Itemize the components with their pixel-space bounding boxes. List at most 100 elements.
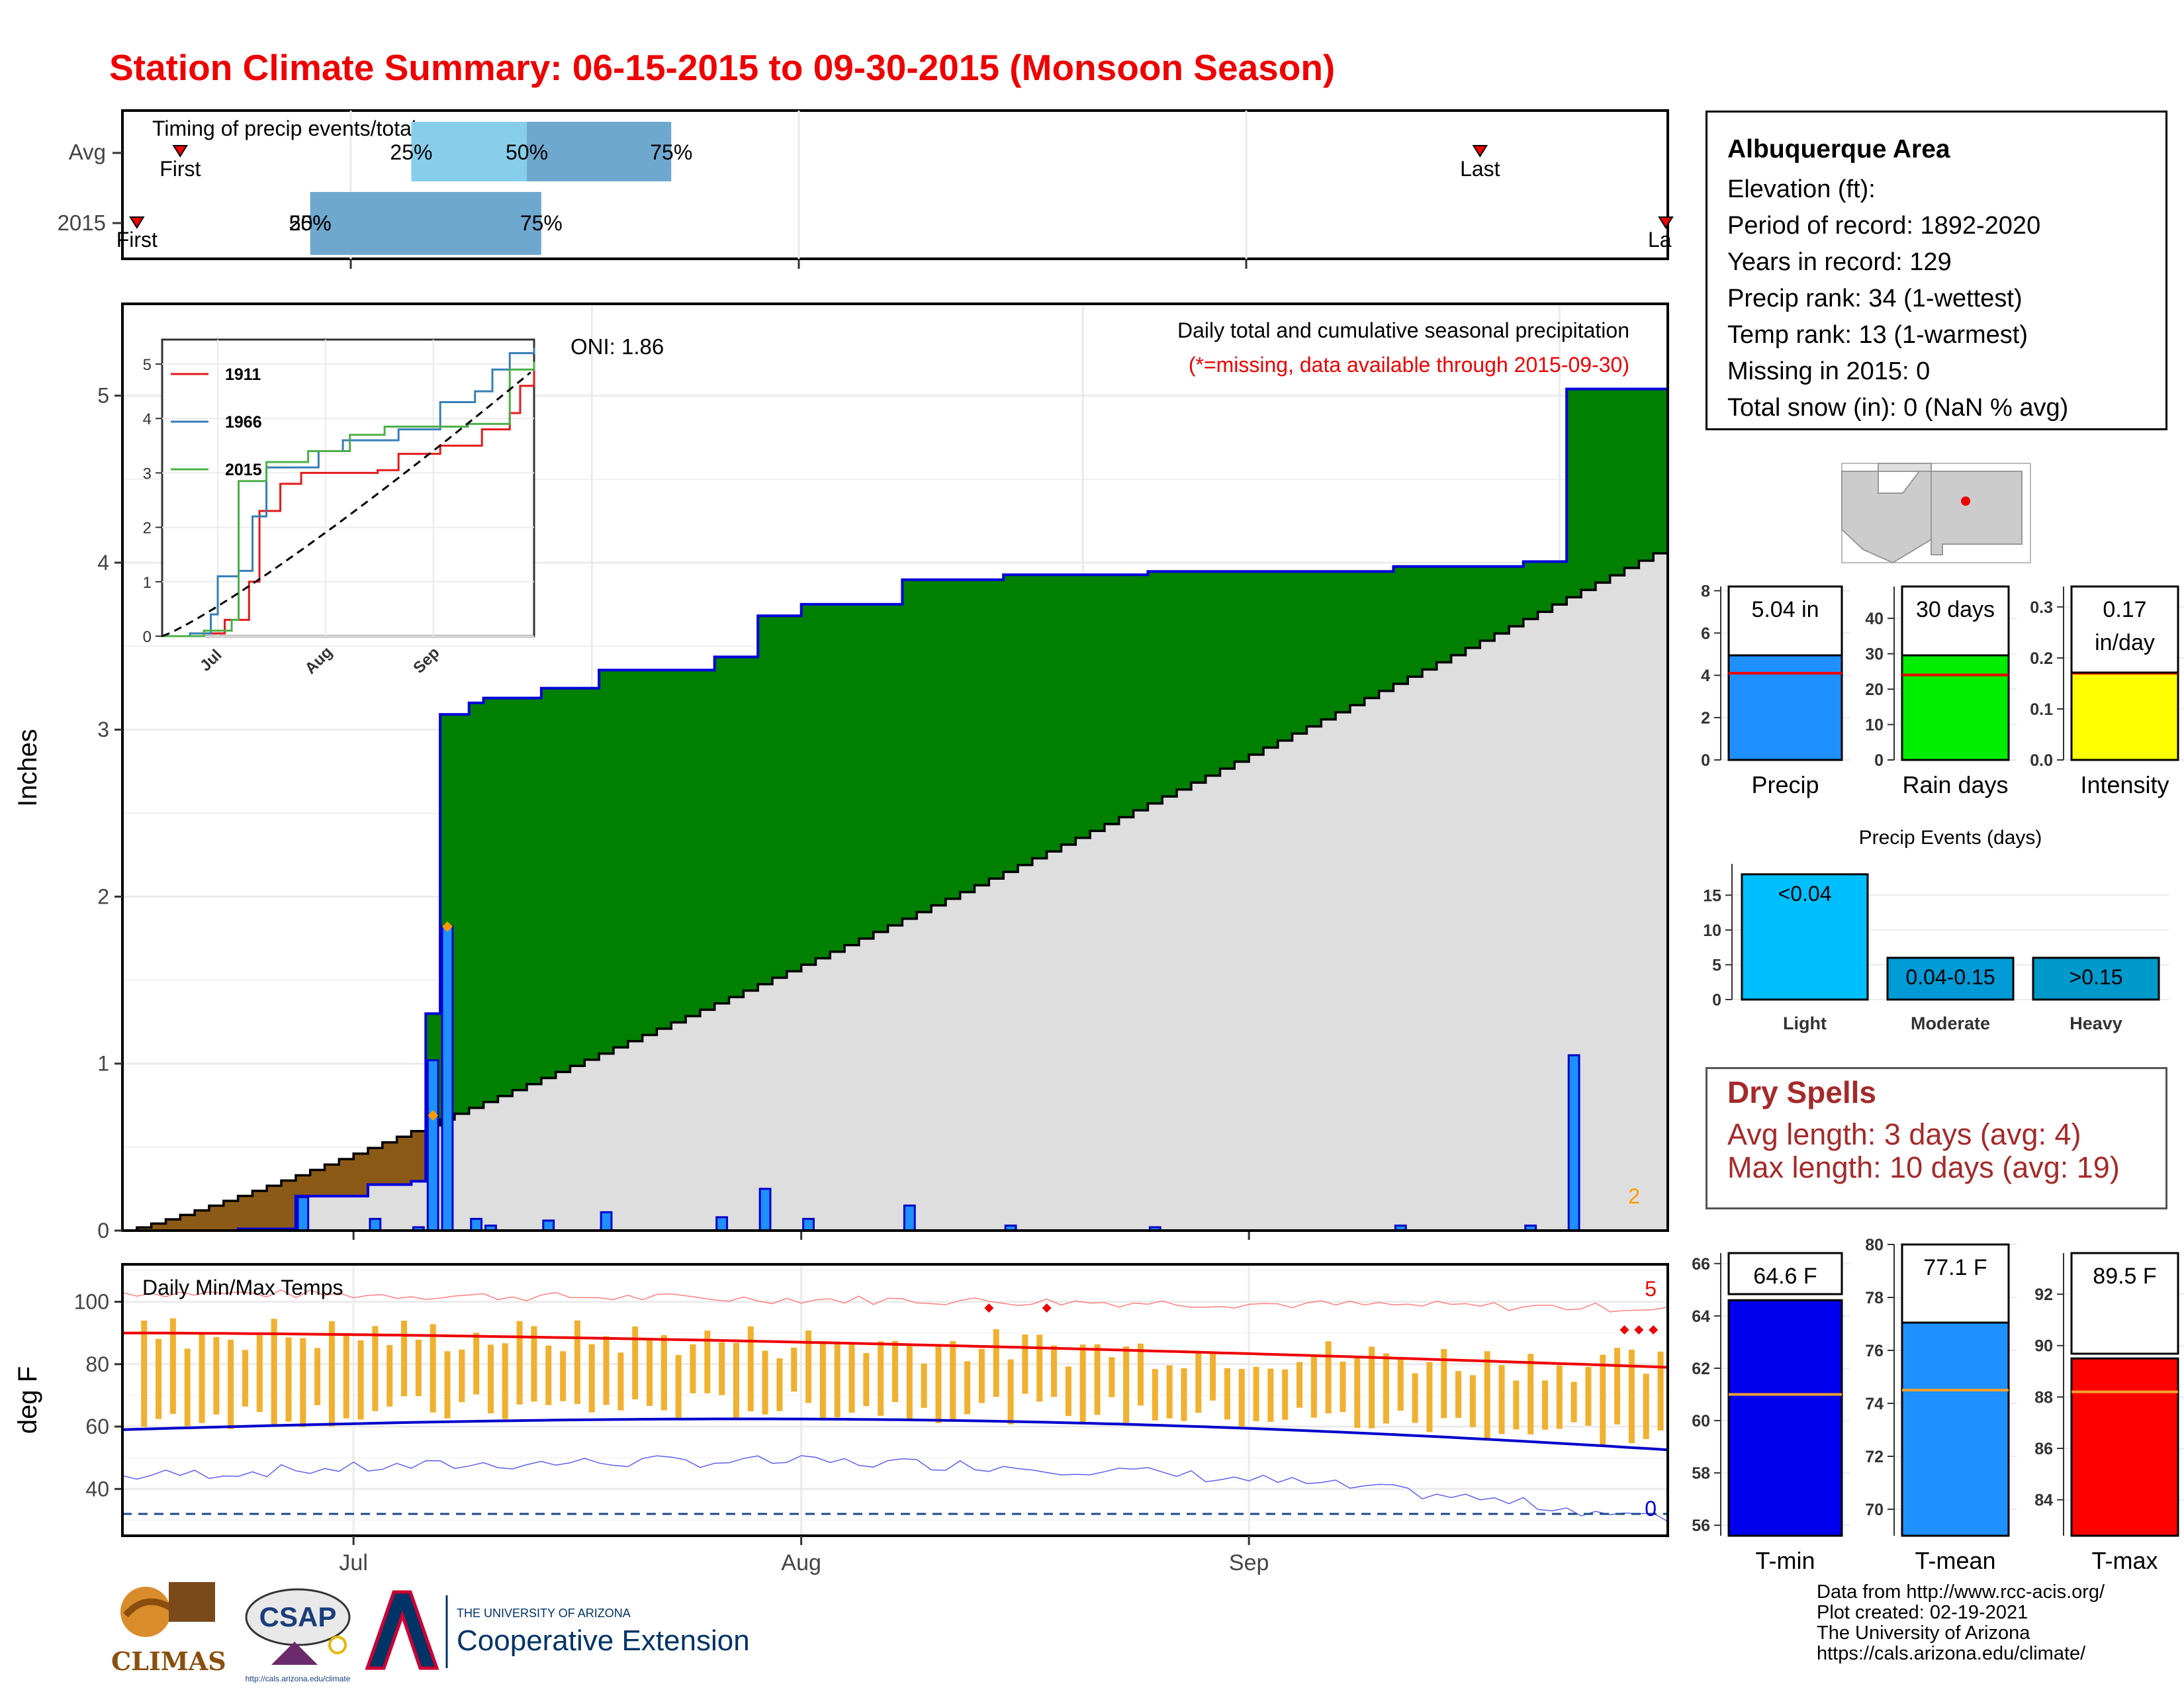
station-elevation: Elevation (ft):	[1727, 175, 1876, 203]
events-ytick-label: 0	[1712, 991, 1721, 1009]
tmax-ytick-label: 88	[2034, 1388, 2053, 1407]
station-info-box: Albuquerque Area Elevation (ft): Period …	[1706, 111, 2167, 430]
precip-total-bar	[1727, 652, 1843, 761]
dry-spells-title: Dry Spells	[1727, 1075, 1876, 1109]
inset-ytick-label: 0	[143, 628, 152, 646]
timing-avg-first-label: First	[159, 157, 201, 181]
ua-small-text: THE UNIVERSITY OF ARIZONA	[457, 1607, 631, 1620]
threshold-marker	[428, 1109, 439, 1121]
tmin-ytick-label: 60	[1692, 1412, 1710, 1430]
record-high-marker	[1649, 1325, 1659, 1335]
tmin-label: T-min	[1756, 1547, 1815, 1574]
rain-days-ytick-label: 30	[1865, 645, 1884, 664]
events-ytick-label: 15	[1703, 886, 1721, 905]
timing-2015-first-marker	[129, 216, 145, 229]
precip-total-ytick-label: 4	[1701, 667, 1710, 685]
timing-avg-p25: 25%	[390, 140, 432, 164]
tmax-ytick-label: 92	[2034, 1286, 2053, 1304]
tmean-bar	[1901, 1320, 2010, 1537]
tmean-value-box	[1901, 1243, 2010, 1324]
tmin-ytick-label: 56	[1692, 1517, 1710, 1535]
inset-legend-label-1911: 1911	[225, 365, 261, 384]
timing-row-avg: Avg	[69, 140, 106, 164]
credit-source: Data from http://www.rcc-acis.org/	[1817, 1581, 2105, 1603]
timing-avg-bar-50-75	[527, 122, 672, 181]
inset-frame	[161, 338, 535, 637]
logo-strip: CLIMAS CSAP http://cals.arizona.edu/clim…	[111, 1582, 750, 1683]
tmean-ytick-label: 72	[1865, 1448, 1884, 1466]
rain-days-label: Rain days	[1902, 771, 2008, 798]
rain-days-value-box	[1901, 585, 2010, 657]
tmax-normal-line	[122, 1331, 1668, 1369]
ua-extension-text: Cooperative Extension	[457, 1624, 750, 1657]
inset-legend-label-2015: 2015	[225, 461, 262, 479]
temp-ytick-label: 80	[85, 1352, 109, 1376]
record-high-marker	[1619, 1325, 1629, 1335]
events-xtick-label: Light	[1783, 1013, 1827, 1033]
daily-precip-bar	[758, 1188, 772, 1232]
temp-ytick-label: 60	[85, 1415, 109, 1438]
record-high-marker	[1634, 1325, 1644, 1335]
record-high-marker	[984, 1303, 994, 1313]
inset-avg-line	[161, 371, 531, 637]
missing-count: 2	[1628, 1184, 1640, 1208]
inset-legend-label-1966: 1966	[225, 413, 262, 432]
tmean-label: T-mean	[1915, 1547, 1995, 1574]
station-marker	[1961, 496, 1970, 506]
credits: Data from http://www.rcc-acis.org/ Plot …	[1817, 1582, 2105, 1664]
precip-ylabel: Inches	[13, 729, 42, 807]
tmax-value-label: 89.5 F	[2093, 1264, 2156, 1289]
oni-label: ONI: 1.86	[570, 334, 664, 359]
events-title: Precip Events (days)	[1859, 827, 2042, 849]
events-xtick-label: Moderate	[1911, 1013, 1990, 1033]
climas-text: CLIMAS	[111, 1646, 226, 1676]
tmax-ytick-label: 86	[2034, 1440, 2053, 1458]
state-map	[1841, 463, 2031, 564]
inset-ytick-label: 3	[143, 465, 152, 483]
inset-ytick-label: 4	[143, 410, 152, 428]
station-temp-rank: Temp rank: 13 (1-warmest)	[1727, 321, 2028, 349]
precip-ytick-label: 4	[97, 551, 109, 575]
rain-days-ytick-label: 20	[1865, 680, 1884, 699]
intensity-bar	[2070, 672, 2179, 761]
timing-avg-p50: 50%	[506, 140, 548, 164]
tmin-normal-line	[122, 1417, 1668, 1452]
temp-xtick-label: Aug	[781, 1550, 821, 1575]
record-high-count: 5	[1645, 1277, 1657, 1301]
station-missing: Missing in 2015: 0	[1727, 357, 1931, 385]
events-bar-moderate	[1886, 957, 2015, 1001]
csap-url: http://cals.arizona.edu/climate	[246, 1674, 351, 1683]
inset-ytick-label: 2	[143, 520, 152, 538]
tmean-ytick-label: 76	[1865, 1342, 1884, 1360]
temp-ytick-label: 40	[85, 1477, 109, 1501]
precip-total-label: Precip	[1751, 771, 1819, 798]
daily-precip-bar	[470, 1217, 483, 1232]
tmin-bar	[1727, 1299, 1843, 1537]
events-xtick-label: Heavy	[2070, 1013, 2122, 1033]
daily-precip-bar	[903, 1204, 916, 1232]
rain-days-ytick-label: 10	[1865, 716, 1884, 735]
daily-precip-bar	[802, 1217, 815, 1232]
tmin-ytick-label: 64	[1692, 1307, 1710, 1326]
daily-precip-bar	[369, 1217, 382, 1232]
intensity-value-box	[2070, 585, 2179, 674]
station-snow: Total snow (in): 0 (NaN % avg)	[1727, 394, 2069, 422]
new-mexico-shape	[1931, 471, 2023, 555]
timing-2015-p75: 75%	[520, 211, 563, 235]
events-bar-light	[1741, 873, 1869, 1001]
record-high-line	[122, 1289, 1668, 1313]
record-low-count: 0	[1645, 1497, 1657, 1521]
credit-university: The University of Arizona	[1817, 1622, 2030, 1644]
timing-panel: Timing of precip events/totals Avg 2015 …	[58, 109, 1674, 269]
intensity-label: Intensity	[2080, 771, 2169, 798]
rain-days-bar	[1901, 653, 2010, 761]
daily-precip-bar	[441, 925, 454, 1232]
temp-xtick-label: Jul	[339, 1550, 367, 1575]
timing-avg-first-marker	[172, 145, 189, 158]
precip-panel-frame	[121, 303, 1669, 1232]
csap-text: CSAP	[259, 1601, 337, 1632]
cumulative-2015-line	[122, 387, 1668, 1232]
tmin-value-box	[1727, 1252, 1843, 1295]
station-period: Period of record: 1892-2020	[1727, 212, 2041, 240]
